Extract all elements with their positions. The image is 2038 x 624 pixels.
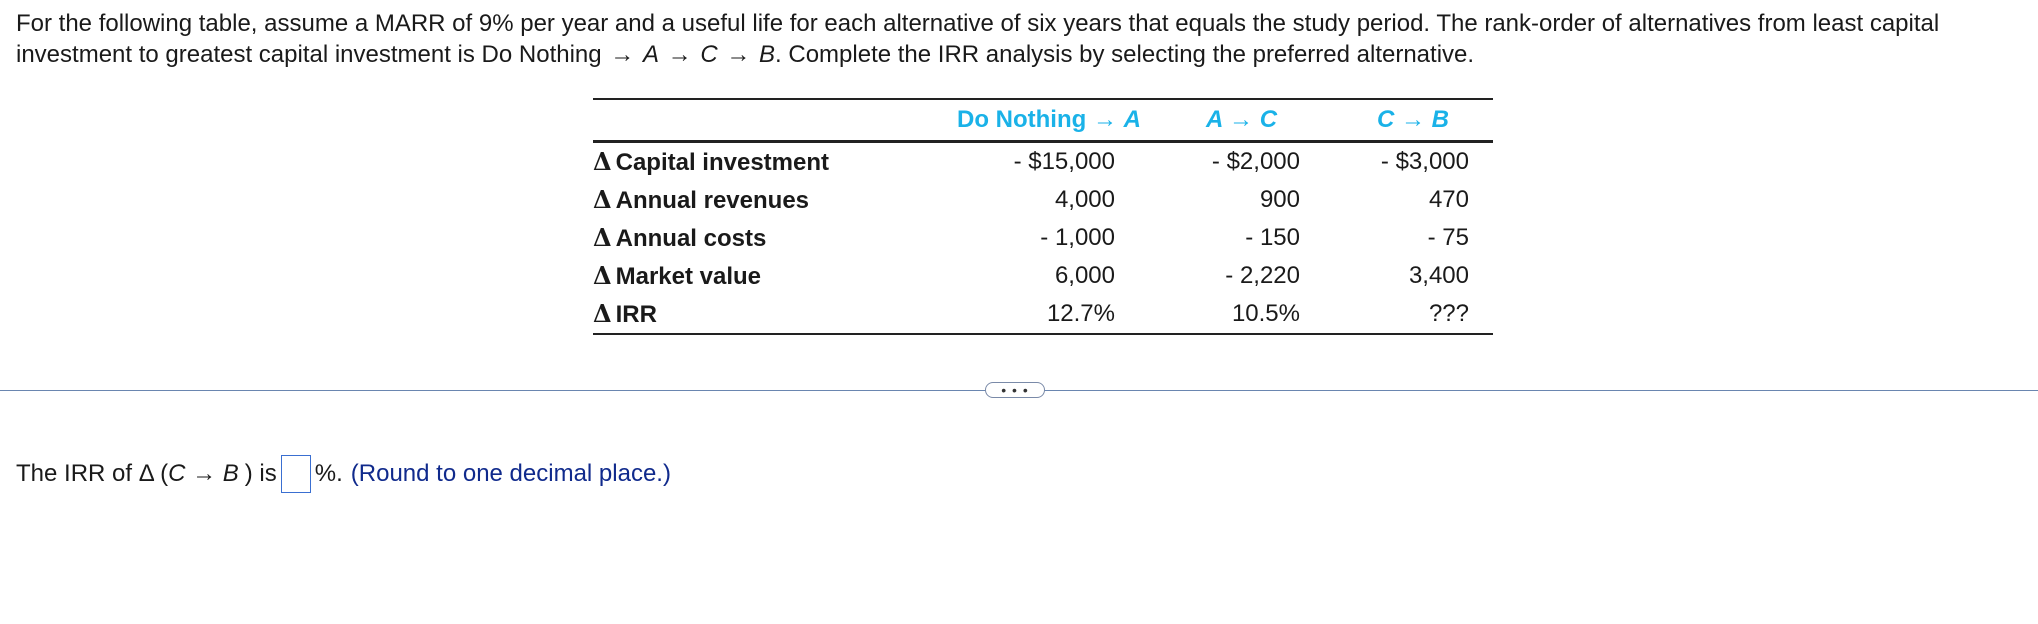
row-label: Δ Annual costs [593, 219, 948, 257]
question-suffix: %. [314, 460, 343, 487]
header-do-nothing-a: Do Nothing → A [948, 99, 1150, 142]
table-cell: - 75 [1427, 224, 1469, 251]
header-3-alt: C → B [1377, 106, 1449, 133]
arrow-2: → [667, 41, 692, 68]
delta-symbol: Δ [593, 299, 612, 328]
row-label: Δ Annual revenues [593, 181, 948, 219]
alt-b: B [759, 41, 776, 68]
rounding-hint: (Round to one decimal place.) [350, 460, 671, 487]
row-label: Δ Capital investment [593, 142, 948, 182]
table-cell: - $3,000 [1380, 148, 1469, 175]
question-prefix: The IRR of Δ ( [16, 460, 169, 487]
problem-statement: For the following table, assume a MARR o… [16, 8, 2026, 70]
irr-table: Do Nothing → A A → C C → B Δ Capital inve… [593, 98, 1493, 335]
table-cell: 470 [1428, 186, 1469, 213]
table-cell: 10.5% [1231, 300, 1300, 327]
table-row: Δ Capital investment - $15,000 - $2,000 -… [593, 142, 1493, 182]
table-cell: 900 [1259, 186, 1300, 213]
table-row: Δ IRR 12.7% 10.5% ??? [593, 295, 1493, 334]
table-cell: - 2,220 [1225, 262, 1300, 289]
header-c-b: C → B [1333, 99, 1493, 142]
row-label: Δ Market value [593, 257, 948, 295]
table-row: Δ Annual costs - 1,000 - 150 - 75 [593, 219, 1493, 257]
intro-text-end: . Complete the IRR analysis by selecting… [775, 41, 1475, 68]
delta-symbol: Δ [593, 147, 612, 176]
header-1-alt: A [1123, 106, 1141, 133]
arrow-1: → [610, 41, 635, 68]
table-row: Δ Annual revenues 4,000 900 470 [593, 181, 1493, 219]
table-cell: - 1,000 [1040, 224, 1115, 251]
delta-symbol: Δ [593, 223, 612, 252]
header-a-c: A → C [1150, 99, 1333, 142]
intro-text: For the following table, assume a MARR o… [16, 10, 1940, 68]
delta-symbol: Δ [593, 185, 612, 214]
header-2-alt: A → C [1205, 106, 1278, 133]
irr-answer-input[interactable] [280, 455, 311, 493]
table-cell: - $2,000 [1211, 148, 1300, 175]
row-label-text: Annual costs [615, 225, 767, 252]
table-cell: - 150 [1245, 224, 1300, 251]
arrow-3: → [726, 41, 751, 68]
table-cell: 3,400 [1408, 262, 1469, 289]
row-label-text: Market value [615, 263, 762, 290]
table-row: Δ Market value 6,000 - 2,220 3,400 [593, 257, 1493, 295]
expand-more-button[interactable]: • • • [985, 382, 1045, 398]
table-cell: 12.7% [1046, 300, 1115, 327]
row-label-text: IRR [615, 301, 657, 328]
table-cell: ??? [1428, 300, 1469, 327]
row-label: Δ IRR [593, 295, 948, 334]
question-mid: ) is [244, 460, 277, 487]
question-prompt: The IRR of Δ (C → B) is %. (Round to one… [16, 454, 671, 494]
table-cell: 6,000 [1054, 262, 1115, 289]
alt-a: A [642, 41, 659, 68]
table-cell: - $15,000 [1013, 148, 1115, 175]
question-pair: C → B [168, 460, 239, 487]
alt-c: C [700, 41, 718, 68]
header-1-pre: Do Nothing → [957, 106, 1124, 133]
table-cell: 4,000 [1054, 186, 1115, 213]
delta-symbol: Δ [593, 261, 612, 290]
table-header-row: Do Nothing → A A → C C → B [593, 99, 1493, 142]
header-empty [593, 99, 948, 142]
row-label-text: Capital investment [615, 149, 830, 176]
row-label-text: Annual revenues [615, 187, 810, 214]
